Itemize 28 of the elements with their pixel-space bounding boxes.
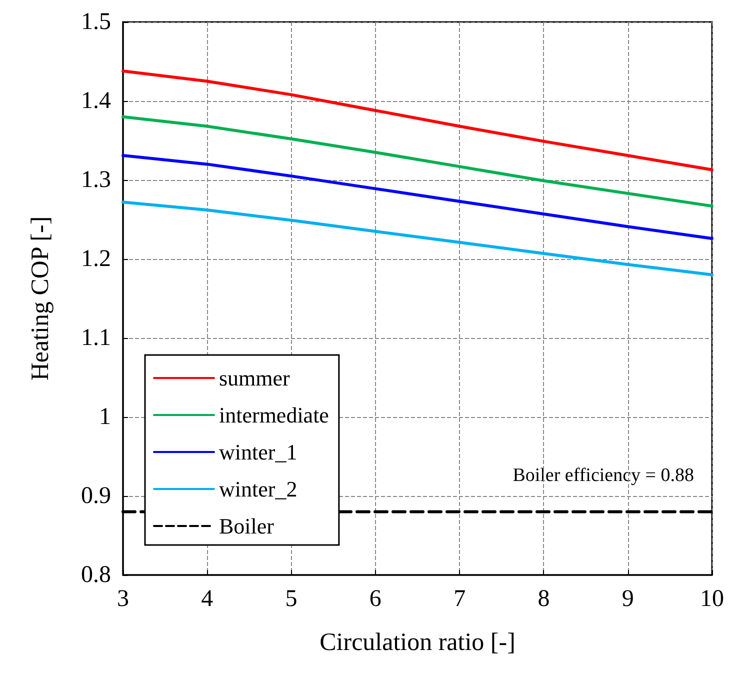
x-axis-title: Circulation ratio [-] xyxy=(320,629,516,656)
x-tick-label: 7 xyxy=(454,586,466,612)
x-tick-label: 6 xyxy=(369,586,382,612)
y-tick-label: 1 xyxy=(99,404,111,430)
line-series xyxy=(122,154,714,240)
y-tick-label: 1.1 xyxy=(81,325,111,351)
legend-label: winter_2 xyxy=(219,476,298,502)
x-tick-label: 4 xyxy=(201,586,214,612)
y-tick-label: 1.5 xyxy=(81,9,111,35)
line-series xyxy=(122,115,714,208)
y-axis-title: Heating COP [-] xyxy=(27,216,54,381)
line-series xyxy=(122,69,714,172)
x-tick-label: 5 xyxy=(285,586,298,612)
annotation: Boiler efficiency = 0.88 xyxy=(512,465,694,486)
y-tick-label: 1.4 xyxy=(81,88,111,114)
x-tick-label: 10 xyxy=(700,586,724,612)
x-tick-label: 9 xyxy=(622,586,634,612)
y-tick-label: 0.9 xyxy=(81,483,111,509)
y-tick-label: 1.3 xyxy=(81,167,111,193)
line-series xyxy=(122,200,714,276)
y-tick-label: 1.2 xyxy=(81,246,111,272)
x-tick-label: 3 xyxy=(117,586,129,612)
legend-label: intermediate xyxy=(219,402,329,428)
x-tick-label: 8 xyxy=(538,586,550,612)
legend-label: winter_1 xyxy=(219,440,298,464)
legend-label: Boiler xyxy=(219,514,275,538)
legend-label: summer xyxy=(219,366,291,390)
y-tick-label: 0.8 xyxy=(81,562,111,588)
